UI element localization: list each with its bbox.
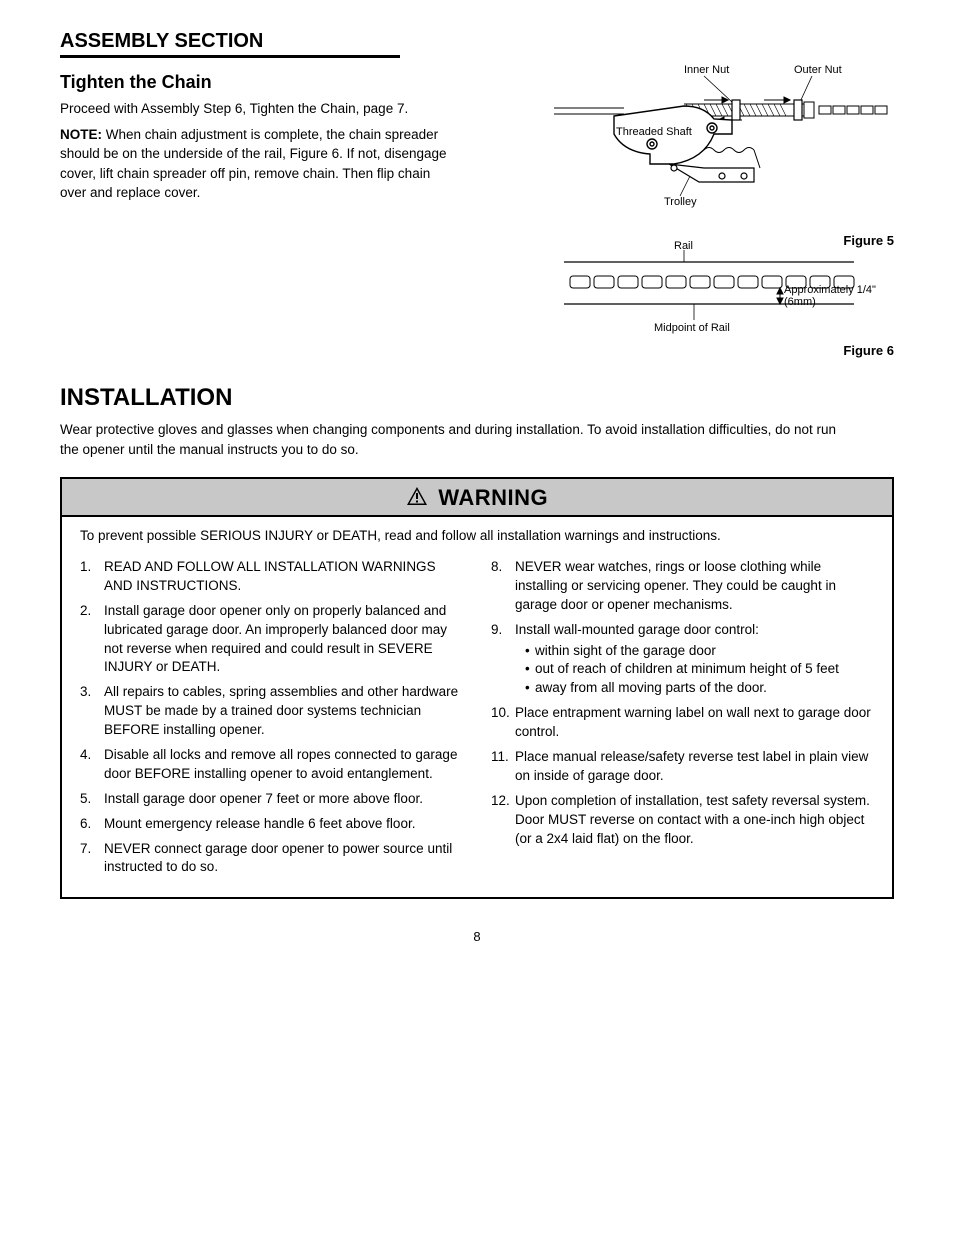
- callout-inner-nut: Inner Nut: [684, 64, 729, 76]
- installation-intro: Wear protective gloves and glasses when …: [60, 420, 840, 459]
- warning-col-right: NEVER wear watches, rings or loose cloth…: [491, 552, 874, 883]
- warn-subitem: within sight of the garage door: [525, 642, 874, 661]
- warn-item: Mount emergency release handle 6 feet ab…: [80, 815, 463, 834]
- warning-col-left: READ AND FOLLOW ALL INSTALLATION WARNING…: [80, 552, 463, 883]
- callout-midpoint: Midpoint of Rail: [654, 322, 730, 334]
- divider: [60, 55, 400, 58]
- warning-box: WARNING To prevent possible SERIOUS INJU…: [60, 477, 894, 899]
- figure-5: Inner Nut Outer Nut Threaded Shaft Troll…: [554, 64, 894, 224]
- callout-trolley: Trolley: [664, 196, 697, 208]
- callout-shaft: Threaded Shaft: [616, 126, 692, 138]
- paragraph-2: NOTE: When chain adjustment is complete,…: [60, 125, 450, 203]
- left-column: Tighten the Chain Proceed with Assembly …: [60, 64, 450, 354]
- warn-item: Disable all locks and remove all ropes c…: [80, 746, 463, 784]
- page: ASSEMBLY SECTION Tighten the Chain Proce…: [0, 0, 954, 984]
- installation-title: INSTALLATION: [60, 384, 894, 412]
- callout-rail: Rail: [674, 240, 693, 252]
- warn-subitem: out of reach of children at minimum heig…: [525, 660, 874, 679]
- warn-subitem: away from all moving parts of the door.: [525, 679, 874, 698]
- note-body: When chain adjustment is complete, the c…: [60, 127, 447, 201]
- warning-list-left: READ AND FOLLOW ALL INSTALLATION WARNING…: [80, 558, 463, 877]
- warning-subtext: To prevent possible SERIOUS INJURY or DE…: [62, 517, 892, 546]
- warn-item: Install garage door opener 7 feet or mor…: [80, 790, 463, 809]
- right-column: Inner Nut Outer Nut Threaded Shaft Troll…: [490, 64, 894, 354]
- paragraph-1: Proceed with Assembly Step 6, Tighten th…: [60, 99, 450, 119]
- figure-5-svg: [554, 64, 894, 224]
- page-number: 8: [60, 929, 894, 944]
- warn-sublist: within sight of the garage door out of r…: [515, 640, 874, 699]
- warn-item: Install wall-mounted garage door control…: [491, 621, 874, 699]
- warn-item: Install garage door opener only on prope…: [80, 602, 463, 678]
- warning-list-right: NEVER wear watches, rings or loose cloth…: [491, 558, 874, 848]
- step-title: Tighten the Chain: [60, 72, 450, 93]
- figure-6: Rail Approximately 1/4" (6mm) Midpoint o…: [564, 244, 894, 354]
- callout-gap: Approximately 1/4" (6mm): [784, 284, 894, 308]
- warn-item: NEVER wear watches, rings or loose cloth…: [491, 558, 874, 615]
- callout-outer-nut: Outer Nut: [794, 64, 842, 76]
- warn-item: All repairs to cables, spring assemblies…: [80, 683, 463, 740]
- warn-item: Upon completion of installation, test sa…: [491, 792, 874, 849]
- warning-columns: READ AND FOLLOW ALL INSTALLATION WARNING…: [62, 546, 892, 897]
- warn-item: Place entrapment warning label on wall n…: [491, 704, 874, 742]
- warn-item-text: Install wall-mounted garage door control…: [515, 622, 759, 637]
- section-label: ASSEMBLY SECTION: [60, 30, 894, 53]
- warning-head-text: WARNING: [438, 485, 548, 511]
- warning-header: WARNING: [62, 479, 892, 517]
- note-label: NOTE:: [60, 127, 102, 142]
- warn-item: READ AND FOLLOW ALL INSTALLATION WARNING…: [80, 558, 463, 596]
- figure-6-label: Figure 6: [564, 343, 894, 358]
- top-two-col: Tighten the Chain Proceed with Assembly …: [60, 64, 894, 354]
- warn-item: Place manual release/safety reverse test…: [491, 748, 874, 786]
- warning-triangle-icon: [406, 486, 428, 511]
- warn-item: NEVER connect garage door opener to powe…: [80, 840, 463, 878]
